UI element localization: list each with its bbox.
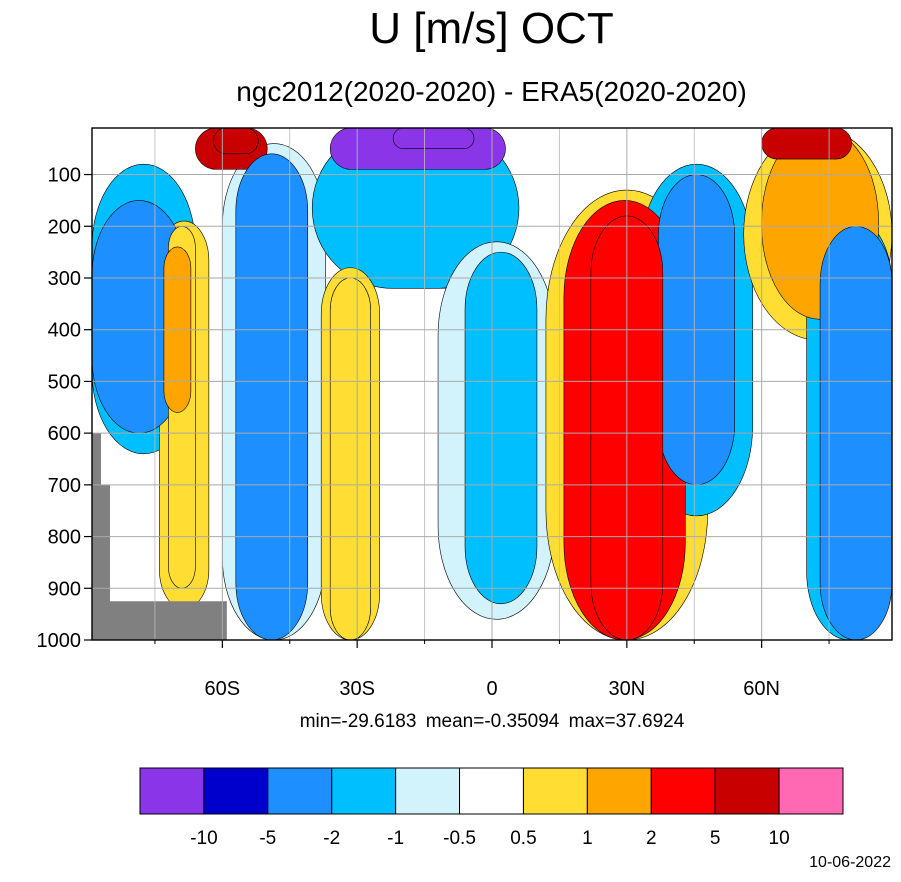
y-tick-label: 700: [48, 475, 81, 497]
y-tick-label: 600: [48, 423, 81, 445]
y-tick-label: 200: [48, 216, 81, 238]
y-tick-label: 800: [48, 527, 81, 549]
colorbar-label: -0.5: [443, 828, 476, 849]
y-tick-label: 400: [48, 320, 81, 342]
colorbar-box: [267, 767, 333, 815]
colorbar-box: [650, 767, 716, 815]
x-tick-label: 30S: [339, 678, 375, 700]
colorbar-box: [395, 767, 461, 815]
grid-lines: [92, 128, 892, 641]
y-tick-label: 900: [48, 578, 81, 600]
colorbar-label: 2: [646, 828, 657, 849]
contour-feature-6: [329, 277, 371, 640]
colorbar-label: -5: [259, 828, 276, 849]
x-tick-label: 60N: [743, 678, 780, 700]
y-axis: 100 200 300 400 500 600 700 800 900 1000: [37, 165, 92, 652]
contour-feature-4: [235, 153, 309, 640]
core-sh-pink: [213, 128, 259, 155]
y-tick-label: 500: [48, 371, 81, 393]
colorbar-box: [139, 767, 205, 815]
x-tick-label: 0: [486, 678, 497, 700]
colorbar-label: 1: [582, 828, 593, 849]
contour-feature-7: [464, 251, 538, 605]
colorbar-box: [203, 767, 269, 815]
colorbar-box: [522, 767, 588, 815]
colorbar-label: 5: [710, 828, 721, 849]
stat-mean: mean=-0.35094: [425, 711, 560, 732]
core-nh-darkred: [761, 128, 852, 160]
colorbar-box: [778, 767, 844, 815]
colorbar-label: 10: [769, 828, 790, 849]
colorbar-label: -1: [387, 828, 404, 849]
missing-data-region: [92, 433, 227, 640]
colorbar-box: [331, 767, 397, 815]
y-tick-label: 300: [48, 268, 81, 290]
chart-subtitle: ngc2012(2020-2020) - ERA5(2020-2020): [236, 76, 747, 107]
colorbar-box: [714, 767, 780, 815]
stats-line: min=-29.6183 mean=-0.35094 max=37.6924: [92, 710, 892, 734]
stat-min: min=-29.6183: [299, 711, 417, 732]
x-tick-label: 30N: [608, 678, 645, 700]
date-stamp: 10-06-2022: [809, 854, 891, 871]
x-axis: 60S 30S 0 30N 60N: [154, 640, 830, 700]
y-tick-label: 100: [48, 165, 81, 187]
stat-max: max=37.6924: [568, 711, 685, 732]
y-tick-label: 1000: [37, 630, 82, 652]
colorbar: -10 -5 -2 -1 -0.5 0.5 1 2 5 10: [139, 767, 844, 849]
chart-title: U [m/s] OCT: [369, 4, 614, 53]
colorbar-box: [459, 767, 524, 815]
colorbar-label: -2: [323, 828, 340, 849]
colorbar-label: 0.5: [510, 828, 536, 849]
colorbar-box: [586, 767, 652, 815]
x-tick-label: 60S: [205, 678, 241, 700]
core-sh-purple: [392, 128, 475, 149]
colorbar-label: -10: [190, 828, 217, 849]
